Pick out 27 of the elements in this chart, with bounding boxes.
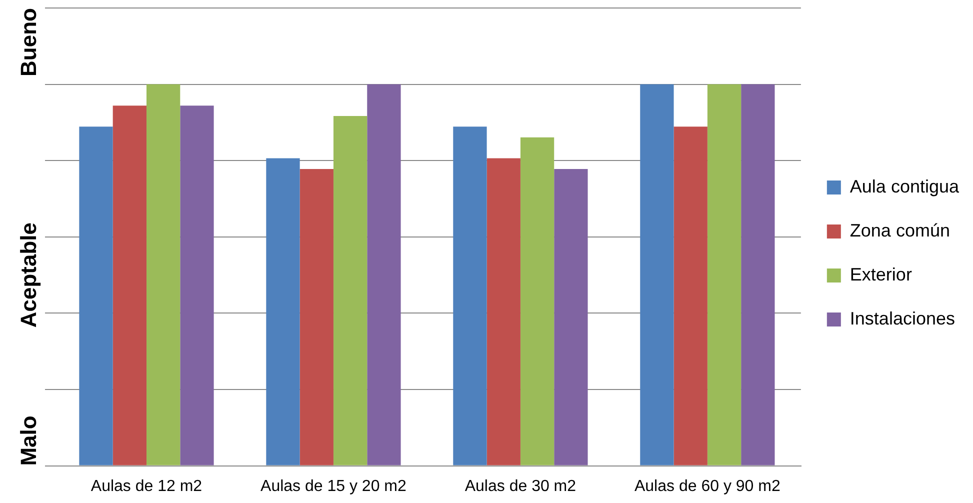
text: Malo — [16, 416, 42, 466]
x-tick-label: Aulas de 60 y 90 m2 — [634, 478, 780, 495]
legend-label: Zona común — [850, 220, 950, 240]
bar — [79, 126, 113, 466]
bar — [520, 137, 554, 466]
bar — [367, 84, 401, 466]
bar — [640, 84, 674, 466]
text: Bueno — [16, 8, 42, 76]
bar — [300, 168, 334, 466]
bar — [674, 126, 708, 466]
bar — [554, 168, 588, 466]
text: Aceptable — [16, 222, 42, 328]
bar — [707, 84, 742, 466]
legend-label: Exterior — [850, 264, 912, 284]
x-tick-label: Aulas de 30 m2 — [464, 478, 576, 495]
bar — [741, 84, 775, 466]
x-tick-label: Aulas de 12 m2 — [90, 478, 202, 495]
bar — [266, 158, 300, 466]
bar — [486, 158, 520, 466]
x-tick-label: Aulas de 15 y 20 m2 — [260, 478, 406, 495]
bar — [146, 84, 180, 466]
bar — [180, 106, 214, 466]
bar — [112, 106, 146, 466]
bar — [453, 126, 487, 466]
bar — [333, 116, 368, 466]
legend-label: Aula contigua — [850, 176, 960, 196]
legend-label: Instalaciones — [850, 308, 955, 328]
